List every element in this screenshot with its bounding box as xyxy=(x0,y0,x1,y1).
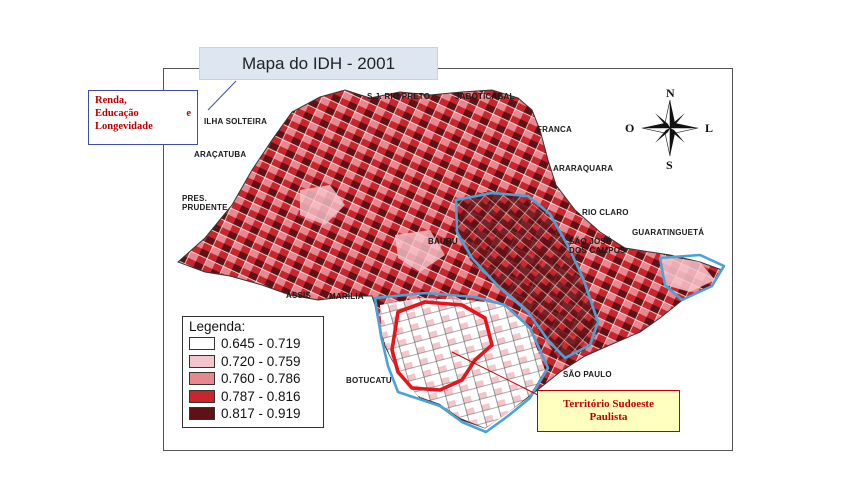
indicator-box: Renda, Educação e Longevidade xyxy=(88,90,198,145)
highlighted-territory-outline xyxy=(390,300,494,392)
pink-patch xyxy=(660,255,715,292)
legend-swatch xyxy=(189,354,215,368)
city-label-prudente: PRUDENTE xyxy=(182,203,228,212)
legend-item: 0.817 - 0.919 xyxy=(189,405,317,423)
territory-label-line: Território Sudoeste xyxy=(563,398,654,410)
legend-item: 0.760 - 0.786 xyxy=(189,370,317,388)
legend-range: 0.787 - 0.816 xyxy=(221,388,301,404)
east-region-shading xyxy=(455,192,600,360)
city-label-jaboticabal: JABOTICABAL xyxy=(455,92,515,101)
east-region-outline xyxy=(454,191,600,360)
legend-swatch xyxy=(189,389,215,403)
legend-swatch xyxy=(189,372,215,386)
indicator-line: Educação xyxy=(95,108,139,119)
compass-east: L xyxy=(705,121,714,135)
legend-swatch xyxy=(189,407,215,421)
city-label-ilha-solteira: ILHA SOLTEIRA xyxy=(204,117,268,126)
indicator-line: Renda, xyxy=(95,95,127,106)
indicator-line: Longevidade xyxy=(95,121,153,132)
city-label-sao-jose: SÃO JOSÉ xyxy=(569,237,612,246)
city-label-dos-campos: DOS CAMPOS xyxy=(569,246,626,255)
legend: Legenda: 0.645 - 0.719 0.720 - 0.759 0.7… xyxy=(182,316,324,428)
city-label-bauru: BAURU xyxy=(428,237,458,246)
compass-west: O xyxy=(625,121,635,135)
city-label-araraquara: ARARAQUARA xyxy=(553,164,614,173)
compass-south: S xyxy=(666,158,673,172)
city-label-assis: ASSIS xyxy=(286,291,312,300)
pink-patch xyxy=(300,185,345,225)
city-label-aracatuba: ARAÇATUBA xyxy=(194,150,247,159)
legend-swatch xyxy=(189,337,215,351)
legend-item: 0.645 - 0.719 xyxy=(189,335,317,353)
indicator-line: e xyxy=(186,108,191,119)
legend-item: 0.720 - 0.759 xyxy=(189,353,317,371)
compass-north: N xyxy=(666,86,675,100)
city-label-botucatu: BOTUCATU xyxy=(346,376,392,385)
city-label-sjrp: S.J. RIO PRETO xyxy=(367,92,431,101)
city-label-marilia: MARÍLIA xyxy=(329,292,364,301)
territory-label-box: Território Sudoeste Paulista xyxy=(537,390,680,432)
legend-range: 0.817 - 0.919 xyxy=(221,406,301,422)
legend-range: 0.645 - 0.719 xyxy=(221,336,301,352)
pink-patch xyxy=(395,230,445,272)
legend-range: 0.760 - 0.786 xyxy=(221,371,301,387)
compass-rose-icon xyxy=(641,99,699,157)
legend-item: 0.787 - 0.816 xyxy=(189,388,317,406)
guaratingueta-region-outline xyxy=(658,253,726,302)
city-label-franca: FRANCA xyxy=(537,125,572,134)
title-leader-line xyxy=(207,80,237,111)
southwest-light-shading xyxy=(380,298,545,428)
legend-title: Legenda: xyxy=(189,319,246,334)
city-label-sao-paulo: SÃO PAULO xyxy=(563,370,612,379)
city-label-guaratingueta: GUARATINGUETÁ xyxy=(632,228,705,237)
city-label-pres: PRES. xyxy=(182,194,208,203)
map-title: Mapa do IDH - 2001 xyxy=(199,47,438,80)
territory-leader-line xyxy=(451,351,541,397)
legend-range: 0.720 - 0.759 xyxy=(221,353,301,369)
southwest-region-outline xyxy=(373,291,550,434)
territory-label-line: Paulista xyxy=(589,411,628,423)
city-label-rio-claro: RIO CLARO xyxy=(582,208,629,217)
